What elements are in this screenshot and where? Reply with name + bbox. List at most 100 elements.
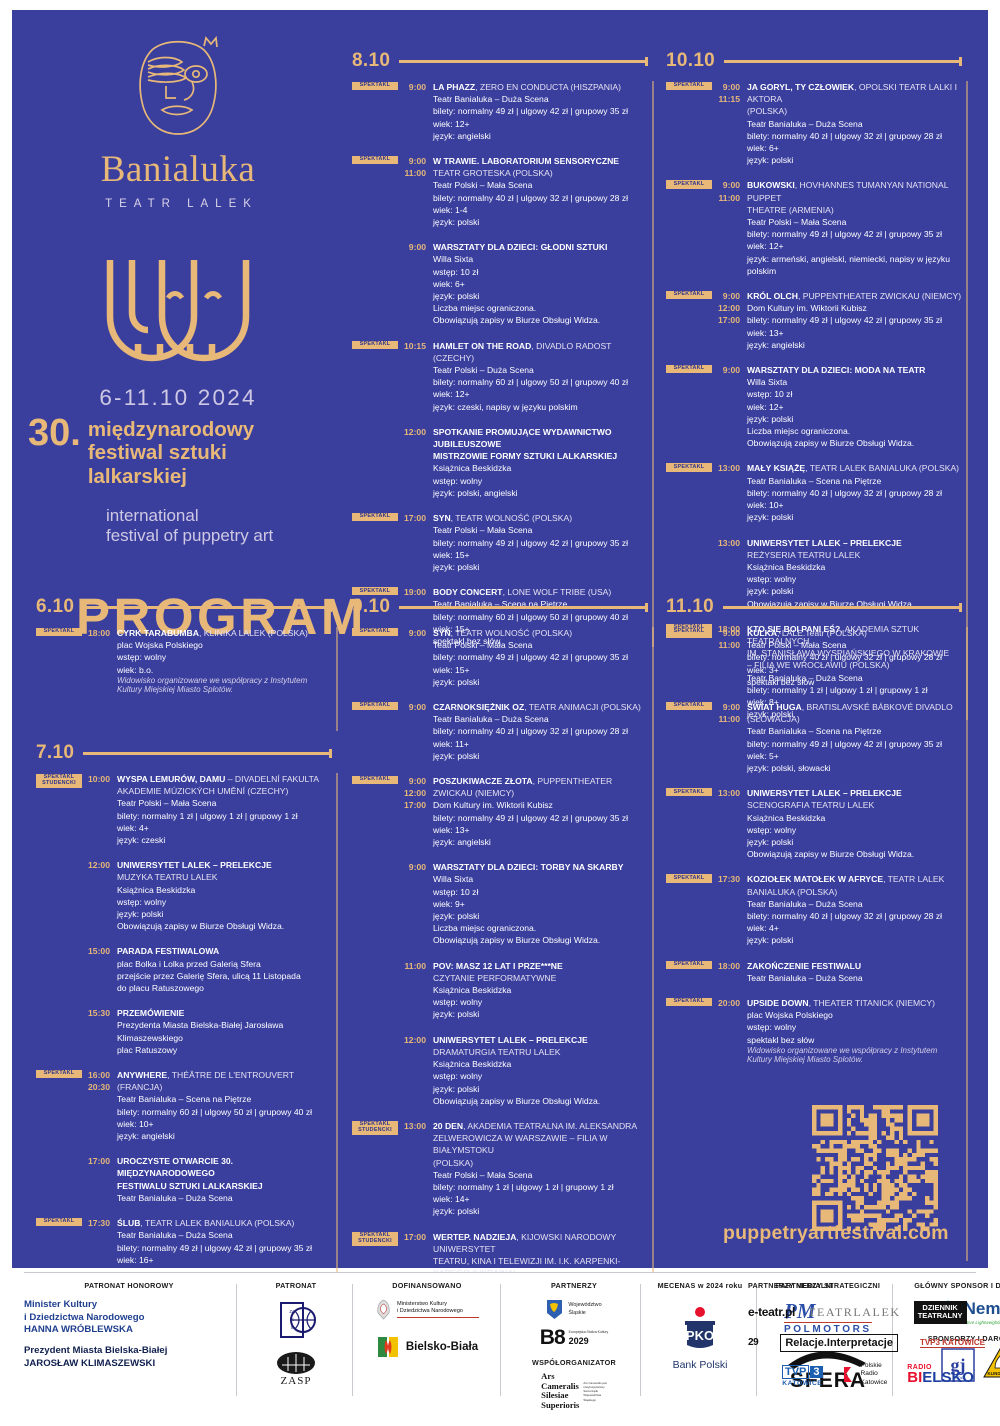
- program-event[interactable]: SPEKTAKL STUDENCKI 13:00 20 DEN, AKADEMIA T…: [352, 1120, 648, 1218]
- program-event[interactable]: SPEKTAKL 9:00 12:00 17:00 POSZUKIWACZE ZŁOTA…: [352, 775, 648, 848]
- event-tag-column: [352, 960, 398, 961]
- program-event[interactable]: SPEKTAKL 13:00 UNIWERSYTET LALEK – PRELEKC…: [666, 787, 962, 860]
- event-times: 12:00: [82, 859, 117, 871]
- program-event[interactable]: SPEKTAKL 18:00 CYRK TARABUMBA, KLINIKA LAL…: [36, 627, 332, 694]
- event-details: BUKOWSKI, HOVHANNES TUMANYAN NATIONAL PU…: [747, 179, 962, 277]
- program-event[interactable]: SPEKTAKL 17:30 ŚLUB, TEATR LALEK BANIALUKA…: [36, 1217, 332, 1278]
- event-title-line: UROCZYSTE OTWARCIE 30. MIĘDZYNARODOWEGO: [117, 1155, 332, 1179]
- event-info-line: bilety: normalny 1 zł | ulgowy 1 zł | gr…: [747, 684, 928, 695]
- event-title-line: WARSZTATY DLA DZIECI: TORBY NA SKARBY: [433, 861, 648, 873]
- mkidn-line1: Ministerstwo Kultury: [397, 1300, 448, 1307]
- event-company: , TEATR LALEK BANIALUKA (POLSKA): [140, 1218, 295, 1229]
- event-company-cont: IM. STANISŁAWA WYSPIAŃSKIEGO W KRAKOWIE: [747, 648, 950, 659]
- event-title-line: BUKOWSKI, HOVHANNES TUMANYAN NATIONAL PU…: [747, 179, 962, 203]
- day-rule: [83, 748, 332, 758]
- slaskie-crest-icon: [547, 1300, 563, 1319]
- event-tag-column: SPEKTAKL: [352, 512, 398, 522]
- event-title: MAŁY KSIĄŻĘ: [747, 463, 806, 474]
- event-tag: SPEKTAKL: [352, 156, 398, 165]
- event-title: UNIWERSYTET LALEK – PRELEKCJE: [117, 860, 272, 871]
- event-info-line: plac Ratuszowy: [117, 1044, 178, 1055]
- event-time: 20:30: [88, 1082, 110, 1093]
- program-event[interactable]: SPEKTAKL 9:00 11:00 KULKA, LALE.Teatr (POLS…: [666, 627, 962, 688]
- program-event[interactable]: SPEKTAKL 9:00 11:00 BUKOWSKI, HOVHANNES TUM…: [666, 179, 962, 277]
- brand-name: Banialuka: [100, 149, 256, 190]
- event-title-line: UPSIDE DOWN, THEATER TITANICK (NIEMCY): [747, 997, 962, 1009]
- event-company: , BRATISLAVSKÉ BÁBKOVÉ DIVADLO: [801, 702, 953, 713]
- patron-name-line: Minister Kultury: [24, 1299, 98, 1310]
- program-event[interactable]: SPEKTAKL 17:30 KOZIOŁEK MATOŁEK W AFRYCE, …: [666, 873, 962, 946]
- program-event[interactable]: SPEKTAKL 16:00 20:30 ANYWHERE, THÉÂTRE DE L…: [36, 1069, 332, 1142]
- event-title: WARSZTATY DLA DZIECI: GŁODNI SZTUKI: [433, 242, 608, 253]
- program-event[interactable]: SPEKTAKL 9:00 SYN, TEATR WOLNOŚĆ (POLSKA) T…: [352, 627, 648, 688]
- program-event[interactable]: SPEKTAKL 9:00 WARSZTATY DLA DZIECI: MODA N…: [666, 364, 962, 449]
- program-event[interactable]: SPEKTAKL 9:00 LA PHAZZ, ZERO EN CONDUCTA (…: [352, 81, 648, 142]
- bielsko-biala-logo: Bielsko-Biała: [376, 1334, 478, 1360]
- event-company-cont: (SŁOWACJA): [747, 714, 800, 725]
- program-event[interactable]: SPEKTAKL 19:00 BODY CONCERT, LONE WOLF TRI…: [352, 586, 648, 647]
- program-event[interactable]: SPEKTAKL 9:00 11:00 W TRAWIE. LABORATORIUM …: [352, 155, 648, 228]
- sponsor-divider: [640, 1284, 641, 1396]
- program-event[interactable]: 15:30 PRZEMÓWIENIE Prezydenta Miasta Biels…: [36, 1007, 332, 1056]
- event-tag: SPEKTAKL: [666, 998, 712, 1007]
- klingspor-logo-icon: KLINGSPOR: [983, 1348, 1000, 1378]
- event-details: WARSZTATY DLA DZIECI: GŁODNI SZTUKI Willa…: [433, 241, 648, 326]
- event-tag-column: SPEKTAKL: [36, 1069, 82, 1079]
- day-header: 9.10: [352, 596, 648, 618]
- event-details: UROCZYSTE OTWARCIE 30. MIĘDZYNARODOWEGO F…: [117, 1155, 332, 1204]
- event-info-line: język: polski: [433, 561, 480, 572]
- program-event[interactable]: 9:00 WARSZTATY DLA DZIECI: TORBY NA SKARB…: [352, 861, 648, 946]
- event-info-line: Książnica Beskidzka: [117, 884, 196, 895]
- sponsor-heading: DOFINANSOWANO: [392, 1281, 462, 1290]
- event-title: PRZEMÓWIENIE: [117, 1008, 185, 1019]
- program-event[interactable]: SPEKTAKL 9:00 11:00 ŚWIAT HUGA, BRATISLAVSK…: [666, 701, 962, 774]
- qr-code-icon[interactable]: [812, 1105, 938, 1236]
- program-event[interactable]: 17:00 UROCZYSTE OTWARCIE 30. MIĘDZYNARODO…: [36, 1155, 332, 1204]
- program-event[interactable]: SPEKTAKL 10:15 HAMLET ON THE ROAD, DIVADLO…: [352, 340, 648, 413]
- event-times: 18:00: [712, 960, 747, 972]
- event-info-line: wiek: 14+: [433, 1194, 470, 1205]
- event-time: 15:00: [88, 946, 110, 957]
- program-event[interactable]: SPEKTAKL STUDENCKI 10:00 WYSPA LEMURÓW, DAM…: [36, 773, 332, 846]
- event-title: UNIWERSYTET LALEK – PRELEKCJE: [747, 537, 902, 548]
- event-tag: SPEKTAKL: [352, 628, 398, 637]
- event-info-line: Teatr Banialuka – Duża Scena: [747, 898, 863, 909]
- program-event[interactable]: SPEKTAKL 13:00 MAŁY KSIĄŻĘ, TEATR LALEK BA…: [666, 462, 962, 523]
- event-time: 17:30: [88, 1218, 110, 1229]
- event-company: , ZERO EN CONDUCTA (HISZPANIA): [475, 82, 621, 92]
- ars-line2: Cameralis: [541, 1380, 579, 1391]
- program-event[interactable]: 11:00 POV: MASZ 12 LAT I PRZE***NE CZYTANI…: [352, 960, 648, 1021]
- event-time: 9:00: [722, 291, 740, 302]
- program-event[interactable]: 9:00 WARSZTATY DLA DZIECI: GŁODNI SZTUKI W…: [352, 241, 648, 326]
- event-tag: SPEKTAKL: [666, 628, 712, 637]
- event-info-line: wstęp: wolny: [433, 1071, 483, 1082]
- program-event[interactable]: SPEKTAKL 17:00 SYN, TEATR WOLNOŚĆ (POLSKA)…: [352, 512, 648, 573]
- festival-title-block: 30. międzynarodowy festiwal sztuki lalka…: [28, 414, 328, 488]
- program-event[interactable]: 13:00 UNIWERSYTET LALEK – PRELEKCJE REŻYSE…: [666, 537, 962, 610]
- event-info-line: język: polski: [747, 155, 794, 166]
- event-time: 9:00: [722, 365, 740, 376]
- program-event[interactable]: SPEKTAKL 9:00 11:15 JA GORYL, TY CZŁOWIEK, …: [666, 81, 962, 166]
- event-info-line: wiek: 10+: [117, 1118, 154, 1129]
- program-event[interactable]: 12:00 SPOTKANIE PROMUJĄCE WYDAWNICTWO JUB…: [352, 426, 648, 499]
- program-event[interactable]: 15:00 PARADA FESTIWALOWA plac Bolka i Lolk…: [36, 945, 332, 994]
- event-info-line: Obowiązują zapisy w Biurze Obsługi Widza…: [747, 849, 915, 860]
- event-info-line: wstęp: 10 zł: [433, 886, 479, 897]
- festival-url[interactable]: puppetryartfestival.com: [723, 1222, 949, 1244]
- event-title-line: KOZIOŁEK MATOŁEK W AFRYCE, TEATR LALEK: [747, 873, 962, 885]
- program-event[interactable]: SPEKTAKL 18:00 ZAKOŃCZENIE FESTIWALU Teatr …: [666, 960, 962, 984]
- program-event[interactable]: 12:00 UNIWERSYTET LALEK – PRELEKCJE MUZYKA…: [36, 859, 332, 932]
- event-time: 11:00: [404, 168, 426, 179]
- event-info-line: Teatr Polski – Mała Scena: [433, 180, 533, 191]
- program-event[interactable]: SPEKTAKL 9:00 12:00 17:00 KRÓL OLCH, PUPPENT…: [666, 290, 962, 351]
- program-event[interactable]: SPEKTAKL 9:00 CZARNOKSIĘŻNIK OZ, TEATR ANI…: [352, 701, 648, 762]
- festival-title-en-line2: festival of puppetry art: [106, 526, 274, 546]
- event-info-line: wiek: 4+: [747, 923, 779, 934]
- event-times: 13:00: [712, 462, 747, 474]
- day-rule: [724, 56, 962, 66]
- event-tag: SPEKTAKL: [666, 874, 712, 883]
- program-event[interactable]: SPEKTAKL 20:00 UPSIDE DOWN, THEATER TITANI…: [666, 997, 962, 1064]
- event-tag: SPEKTAKL: [36, 1218, 82, 1227]
- program-event[interactable]: 12:00 UNIWERSYTET LALEK – PRELEKCJE DRAMAT…: [352, 1034, 648, 1107]
- event-details: UNIWERSYTET LALEK – PRELEKCJE MUZYKA TEAT…: [117, 859, 332, 932]
